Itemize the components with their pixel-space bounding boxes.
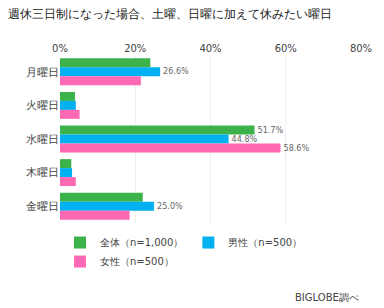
svg-text:BIGLOBE調べ: BIGLOBE調べ — [295, 292, 359, 303]
svg-text:58.6%: 58.6% — [284, 144, 310, 153]
svg-text:木曜日: 木曜日 — [26, 166, 59, 179]
svg-text:水曜日: 水曜日 — [26, 133, 59, 146]
svg-text:60%: 60% — [275, 43, 297, 54]
svg-text:金曜日: 金曜日 — [26, 200, 59, 213]
svg-text:80%: 80% — [350, 43, 372, 54]
svg-text:20%: 20% — [124, 43, 146, 54]
svg-text:51.7%: 51.7% — [258, 126, 284, 135]
svg-text:週休三日制になった場合、土曜、日曜に加えて休みたい曜日: 週休三日制になった場合、土曜、日曜に加えて休みたい曜日 — [8, 7, 332, 21]
svg-text:26.6%: 26.6% — [163, 67, 189, 76]
svg-text:火曜日: 火曜日 — [26, 99, 59, 112]
svg-text:0%: 0% — [52, 43, 68, 54]
svg-text:月曜日: 月曜日 — [26, 66, 59, 79]
svg-text:男性（n=500）: 男性（n=500） — [228, 237, 302, 248]
svg-text:40%: 40% — [199, 43, 221, 54]
svg-text:25.0%: 25.0% — [157, 202, 183, 211]
svg-text:44.8%: 44.8% — [232, 135, 258, 144]
svg-text:女性（n=500）: 女性（n=500） — [100, 256, 174, 267]
svg-text:全体（n=1,000）: 全体（n=1,000） — [100, 237, 183, 248]
